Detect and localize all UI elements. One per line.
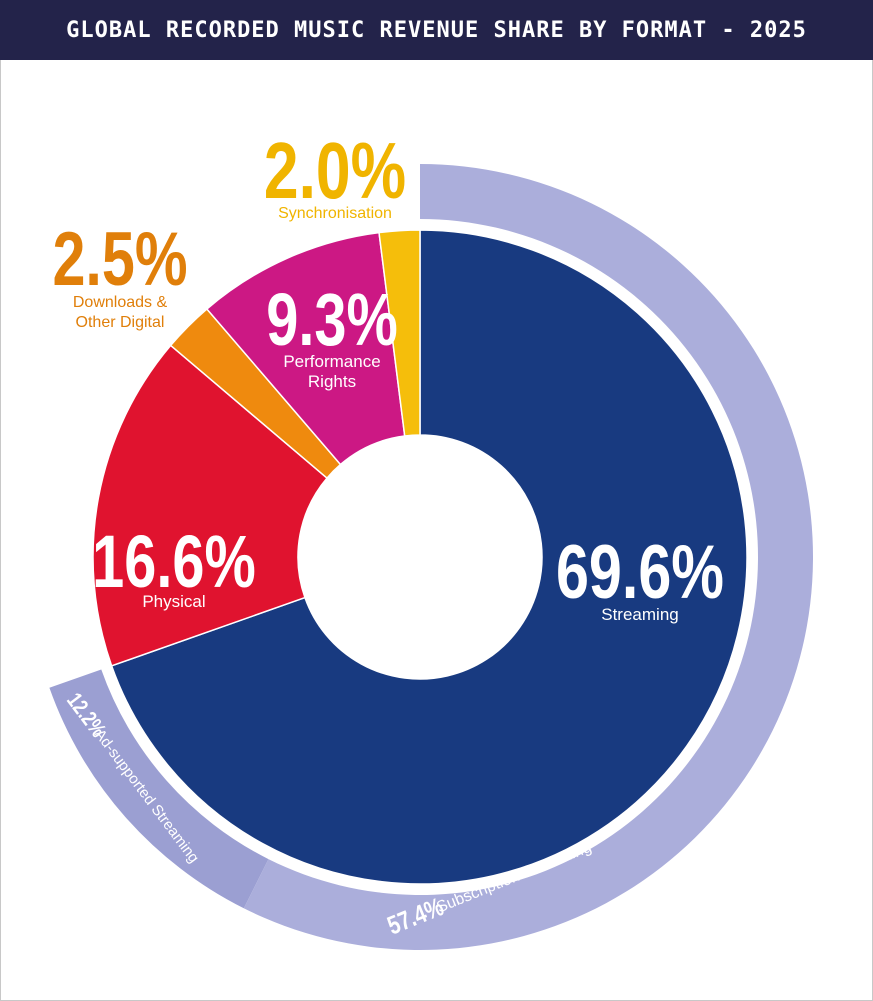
outer-ring xyxy=(49,164,814,950)
slice-streaming xyxy=(110,229,748,885)
slice-synchronisation xyxy=(378,229,421,437)
value-label-physical: 16.6% xyxy=(92,521,256,604)
category-label-streaming: Streaming xyxy=(601,605,678,624)
value-label-performance-rights: 9.3% xyxy=(266,279,398,362)
category-label-performance-rights: Rights xyxy=(308,372,356,391)
chart-title: GLOBAL RECORDED MUSIC REVENUE SHARE BY F… xyxy=(66,17,807,43)
ring-ad-supported-streaming xyxy=(49,669,269,909)
category-label-downloads-and-other-digital: Downloads & xyxy=(73,294,168,311)
chart-header: GLOBAL RECORDED MUSIC REVENUE SHARE BY F… xyxy=(0,0,873,60)
inner-donut xyxy=(92,229,748,885)
category-label-physical: Physical xyxy=(142,592,205,611)
category-label-downloads-and-other-digital: Other Digital xyxy=(76,314,165,331)
slice-labels: 69.6%Streaming 16.6%Physical 2.5%Downloads… xyxy=(52,127,724,941)
value-label-streaming: 69.6% xyxy=(556,530,724,615)
value-label-downloads-and-other-digital: 2.5% xyxy=(52,217,187,302)
category-label-synchronisation: Synchronisation xyxy=(278,205,392,222)
category-label-performance-rights: Performance xyxy=(283,352,380,371)
slice-performance-rights xyxy=(205,231,406,466)
value-label-synchronisation: 2.0% xyxy=(264,127,406,216)
slice-physical xyxy=(92,344,329,667)
